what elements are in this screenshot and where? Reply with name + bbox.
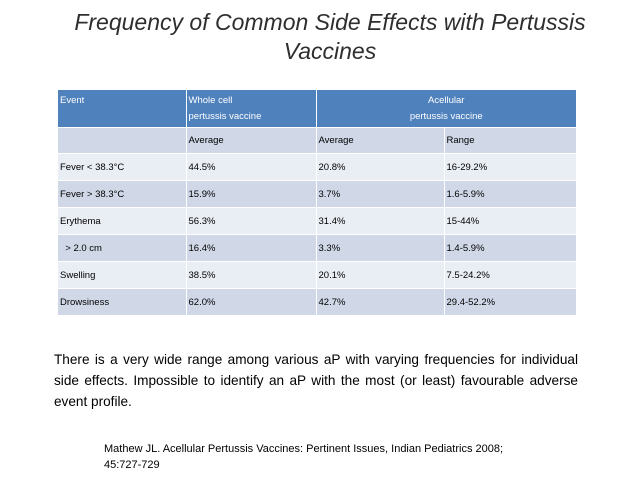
cell-ap-range: 29.4-52.2% (443, 288, 576, 315)
cell-ap-avg: 20.1% (315, 261, 444, 289)
subheader-blank (58, 127, 186, 154)
reference-citation: Mathew JL. Acellular Pertussis Vaccines:… (104, 441, 574, 473)
subheader-ap-range: Range (443, 127, 576, 154)
table-row: > 2.0 cm 16.4% 3.3% 1.4-5.9% (58, 234, 576, 262)
header-whole-cell: Whole cell pertussis vaccine (185, 90, 316, 128)
summary-paragraph: There is a very wide range among various… (54, 352, 578, 409)
cell-event: Fever < 38.3°C (58, 153, 186, 181)
header-whole-cell-sub: pertussis vaccine (188, 111, 262, 122)
table-row: Erythema 56.3% 31.4% 15-44% (58, 207, 576, 235)
cell-wc-avg: 16.4% (185, 234, 316, 262)
cell-ap-avg: 3.3% (315, 234, 444, 262)
cell-ap-avg: 42.7% (315, 288, 444, 315)
cell-event: Erythema (58, 207, 186, 235)
cell-ap-avg: 3.7% (315, 180, 444, 208)
cell-ap-range: 7.5-24.2% (443, 261, 576, 289)
table-row: Drowsiness 62.0% 42.7% 29.4-52.2% (58, 288, 576, 315)
table-row: Fever < 38.3°C 44.5% 20.8% 16-29.2% (58, 153, 576, 181)
header-acellular: Acellular pertussis vaccine (315, 90, 576, 128)
slide-title: Frequency of Common Side Effects with Pe… (74, 9, 586, 64)
header-acellular-sub: pertussis vaccine (409, 111, 483, 122)
cell-wc-avg: 62.0% (185, 288, 316, 315)
header-acellular-label: Acellular (428, 95, 465, 106)
reference-line-1: Mathew JL. Acellular Pertussis Vaccines:… (104, 443, 504, 455)
subheader-wc-average: Average (185, 127, 316, 154)
cell-event: Fever > 38.3°C (58, 180, 186, 208)
cell-ap-range: 1.4-5.9% (443, 234, 576, 262)
cell-ap-avg: 20.8% (315, 153, 444, 181)
cell-ap-range: 1.6-5.9% (443, 180, 576, 208)
table-subheader-row: Average Average Range (58, 127, 576, 154)
cell-ap-range: 16-29.2% (443, 153, 576, 181)
cell-ap-avg: 31.4% (315, 207, 444, 235)
cell-ap-range: 15-44% (443, 207, 576, 235)
cell-event: Swelling (58, 261, 186, 289)
reference-line-2: 45:727-729 (104, 459, 160, 471)
side-effects-table: Event Whole cell pertussis vaccine Acell… (58, 90, 576, 315)
table-row: Fever > 38.3°C 15.9% 3.7% 1.6-5.9% (58, 180, 576, 208)
subheader-ap-average: Average (315, 127, 444, 154)
header-whole-cell-label: Whole cell (188, 95, 233, 106)
header-event: Event (58, 90, 186, 128)
cell-wc-avg: 56.3% (185, 207, 316, 235)
cell-wc-avg: 38.5% (185, 261, 316, 289)
cell-wc-avg: 44.5% (185, 153, 316, 181)
cell-event: > 2.0 cm (58, 234, 186, 262)
cell-wc-avg: 15.9% (185, 180, 316, 208)
table-header-row: Event Whole cell pertussis vaccine Acell… (58, 90, 576, 128)
table-row: Swelling 38.5% 20.1% 7.5-24.2% (58, 261, 576, 289)
cell-event: Drowsiness (58, 288, 186, 315)
